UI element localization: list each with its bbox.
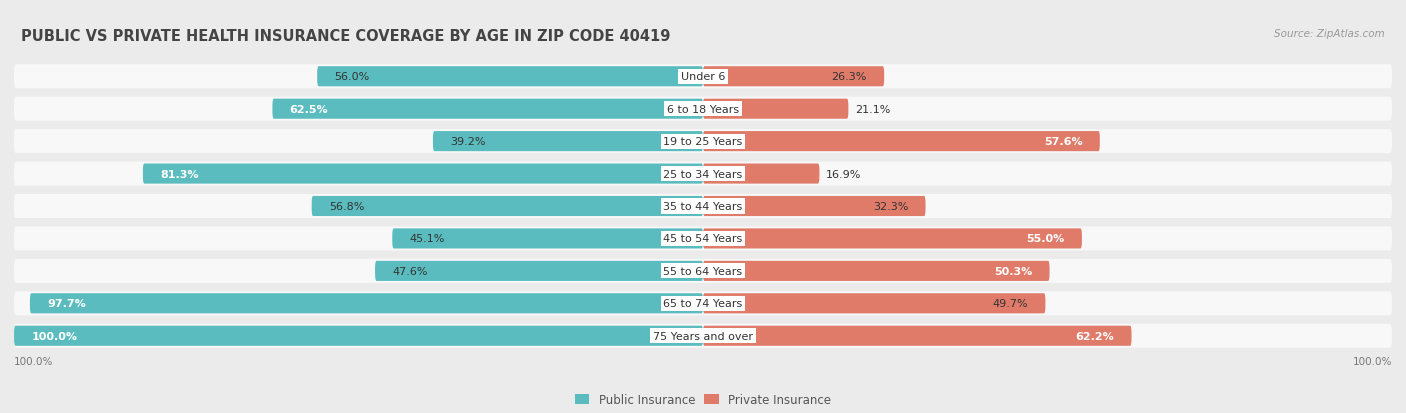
Text: 81.3%: 81.3% [160, 169, 198, 179]
Text: 21.1%: 21.1% [855, 104, 890, 114]
FancyBboxPatch shape [703, 132, 1099, 152]
FancyBboxPatch shape [392, 229, 703, 249]
FancyBboxPatch shape [318, 67, 703, 87]
Text: 97.7%: 97.7% [48, 299, 86, 309]
Text: 47.6%: 47.6% [392, 266, 427, 276]
FancyBboxPatch shape [14, 162, 1392, 186]
FancyBboxPatch shape [273, 100, 703, 119]
FancyBboxPatch shape [703, 229, 1083, 249]
FancyBboxPatch shape [703, 100, 848, 119]
FancyBboxPatch shape [703, 67, 884, 87]
Text: 100.0%: 100.0% [1353, 356, 1392, 366]
Text: 26.3%: 26.3% [831, 72, 868, 82]
Text: 45.1%: 45.1% [409, 234, 444, 244]
Text: 49.7%: 49.7% [993, 299, 1028, 309]
Legend: Public Insurance, Private Insurance: Public Insurance, Private Insurance [571, 389, 835, 411]
FancyBboxPatch shape [433, 132, 703, 152]
FancyBboxPatch shape [14, 292, 1392, 316]
Text: 56.8%: 56.8% [329, 202, 364, 211]
Text: 25 to 34 Years: 25 to 34 Years [664, 169, 742, 179]
FancyBboxPatch shape [703, 261, 1049, 281]
Text: PUBLIC VS PRIVATE HEALTH INSURANCE COVERAGE BY AGE IN ZIP CODE 40419: PUBLIC VS PRIVATE HEALTH INSURANCE COVER… [21, 29, 671, 44]
Text: 65 to 74 Years: 65 to 74 Years [664, 299, 742, 309]
Text: Under 6: Under 6 [681, 72, 725, 82]
Text: 55 to 64 Years: 55 to 64 Years [664, 266, 742, 276]
FancyBboxPatch shape [14, 326, 703, 346]
Text: 56.0%: 56.0% [335, 72, 370, 82]
Text: 32.3%: 32.3% [873, 202, 908, 211]
FancyBboxPatch shape [703, 164, 820, 184]
Text: 6 to 18 Years: 6 to 18 Years [666, 104, 740, 114]
Text: 57.6%: 57.6% [1045, 137, 1083, 147]
FancyBboxPatch shape [14, 227, 1392, 251]
Text: 62.2%: 62.2% [1076, 331, 1115, 341]
Text: 45 to 54 Years: 45 to 54 Years [664, 234, 742, 244]
FancyBboxPatch shape [14, 130, 1392, 154]
FancyBboxPatch shape [14, 324, 1392, 348]
FancyBboxPatch shape [14, 195, 1392, 218]
FancyBboxPatch shape [703, 326, 1132, 346]
Text: 50.3%: 50.3% [994, 266, 1032, 276]
FancyBboxPatch shape [703, 197, 925, 216]
FancyBboxPatch shape [703, 294, 1046, 313]
FancyBboxPatch shape [375, 261, 703, 281]
Text: 16.9%: 16.9% [827, 169, 862, 179]
Text: 55.0%: 55.0% [1026, 234, 1064, 244]
Text: 100.0%: 100.0% [31, 331, 77, 341]
Text: 35 to 44 Years: 35 to 44 Years [664, 202, 742, 211]
Text: Source: ZipAtlas.com: Source: ZipAtlas.com [1274, 29, 1385, 39]
Text: 75 Years and over: 75 Years and over [652, 331, 754, 341]
FancyBboxPatch shape [312, 197, 703, 216]
Text: 100.0%: 100.0% [14, 356, 53, 366]
FancyBboxPatch shape [14, 97, 1392, 121]
FancyBboxPatch shape [143, 164, 703, 184]
Text: 62.5%: 62.5% [290, 104, 328, 114]
Text: 39.2%: 39.2% [450, 137, 485, 147]
FancyBboxPatch shape [14, 259, 1392, 283]
Text: 19 to 25 Years: 19 to 25 Years [664, 137, 742, 147]
FancyBboxPatch shape [30, 294, 703, 313]
FancyBboxPatch shape [14, 65, 1392, 89]
